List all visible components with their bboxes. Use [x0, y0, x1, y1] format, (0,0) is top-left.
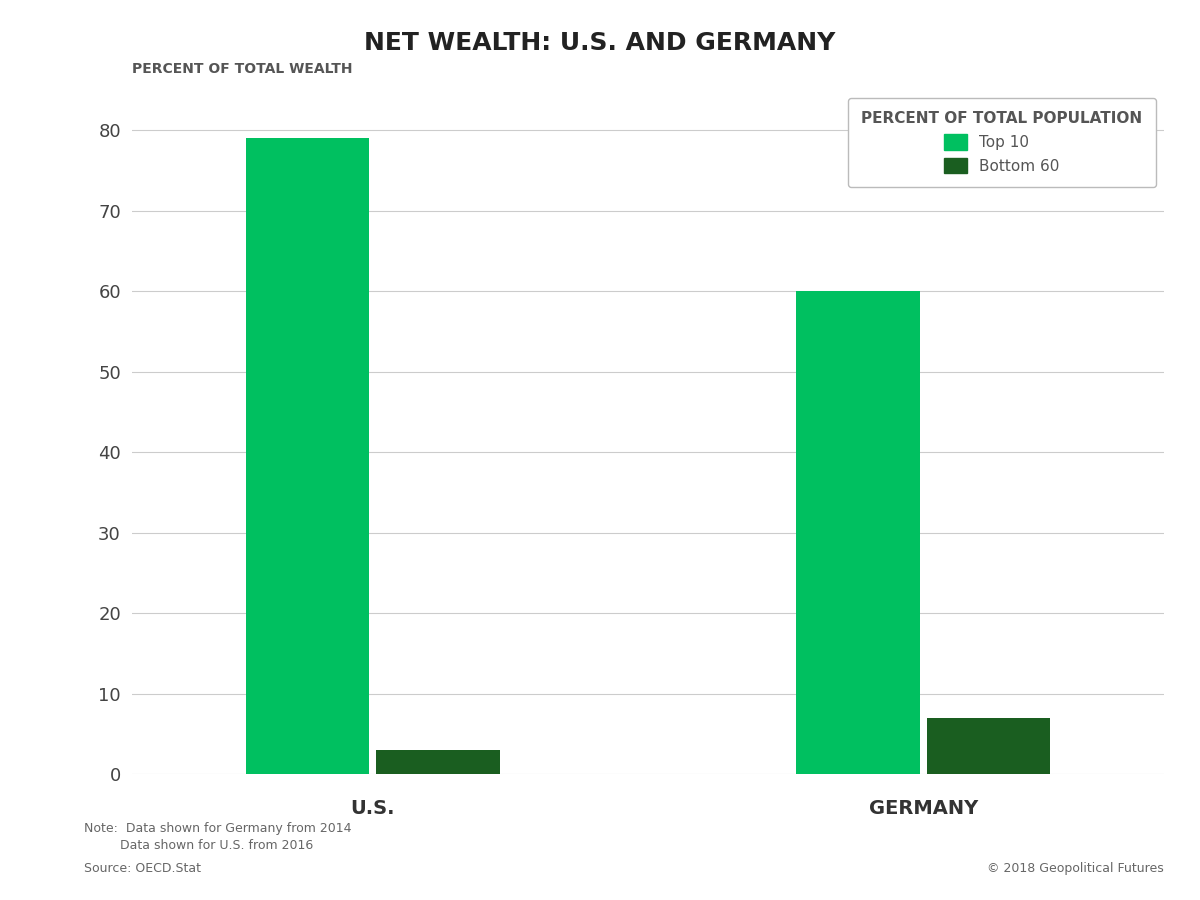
Text: © 2018 Geopolitical Futures: © 2018 Geopolitical Futures	[988, 862, 1164, 875]
Bar	[926, 717, 1050, 774]
Legend: Top 10, Bottom 60: Top 10, Bottom 60	[847, 97, 1157, 187]
Text: NET WEALTH: U.S. AND GERMANY: NET WEALTH: U.S. AND GERMANY	[365, 32, 835, 56]
Bar	[246, 139, 370, 774]
Bar	[796, 292, 919, 774]
Text: PERCENT OF TOTAL WEALTH: PERCENT OF TOTAL WEALTH	[132, 62, 353, 77]
Text: Source: OECD.Stat: Source: OECD.Stat	[84, 862, 202, 875]
Text: Note:  Data shown for Germany from 2014: Note: Data shown for Germany from 2014	[84, 823, 352, 835]
Text: Data shown for U.S. from 2016: Data shown for U.S. from 2016	[84, 840, 313, 852]
Bar	[377, 750, 500, 774]
